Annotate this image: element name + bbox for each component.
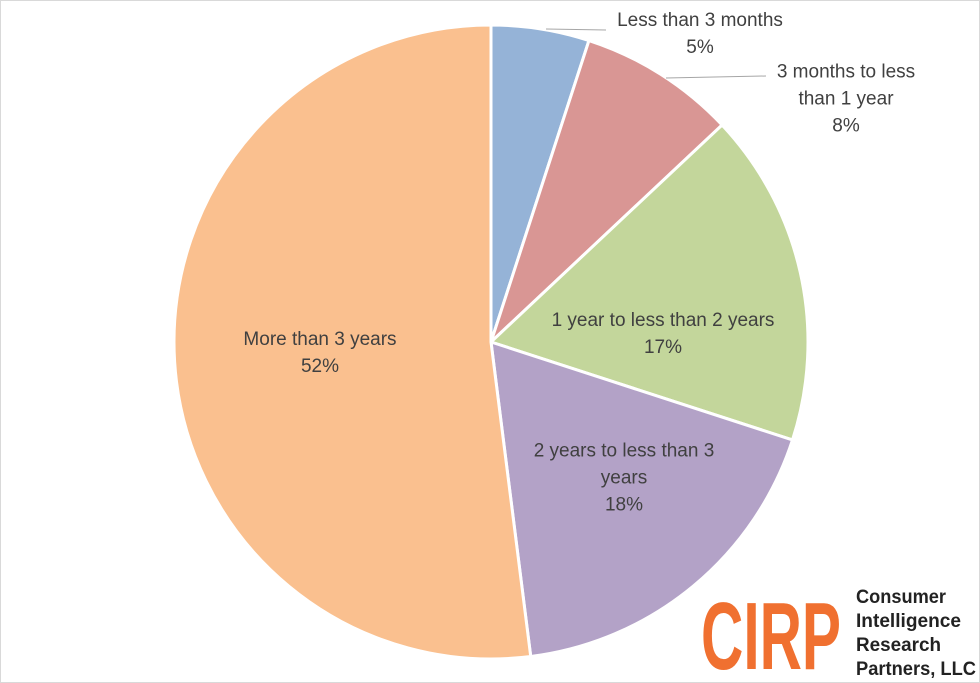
category-label: 2 years to less than 3 years [533, 440, 715, 489]
value-label: 5% [686, 37, 714, 58]
data-label: More than 3 years 52% [210, 326, 430, 380]
category-label: More than 3 years [243, 329, 397, 350]
category-label: 3 months to less than 1 year [776, 61, 916, 110]
value-label: 52% [300, 356, 340, 377]
data-label: 2 years to less than 3 years 18% [524, 438, 724, 519]
slices [172, 23, 810, 661]
slice [172, 23, 533, 661]
category-label: 1 year to less than 2 years [551, 310, 775, 331]
value-label: 8% [832, 115, 860, 137]
data-label: 3 months to less than 1 year 8% [756, 59, 936, 140]
logo-line: Partners, LLC [856, 659, 976, 680]
slice [489, 38, 725, 344]
logo-text: Consumer Intelligence Research Partners,… [856, 587, 976, 680]
logo-line: Intelligence [856, 611, 961, 632]
data-label: 1 year to less than 2 years 17% [533, 307, 793, 361]
data-label: Less than 3 months 5% [600, 7, 800, 61]
value-label: 18% [604, 494, 644, 516]
logo-mark: CIRP [701, 583, 841, 682]
leader-line [665, 75, 767, 79]
leader-line [545, 28, 607, 31]
logo-line: Consumer [856, 587, 947, 608]
slice [488, 122, 810, 442]
category-label: Less than 3 months [617, 10, 783, 31]
logo-line: Research [856, 635, 941, 656]
value-label: 17% [643, 337, 683, 358]
slice [489, 339, 795, 659]
